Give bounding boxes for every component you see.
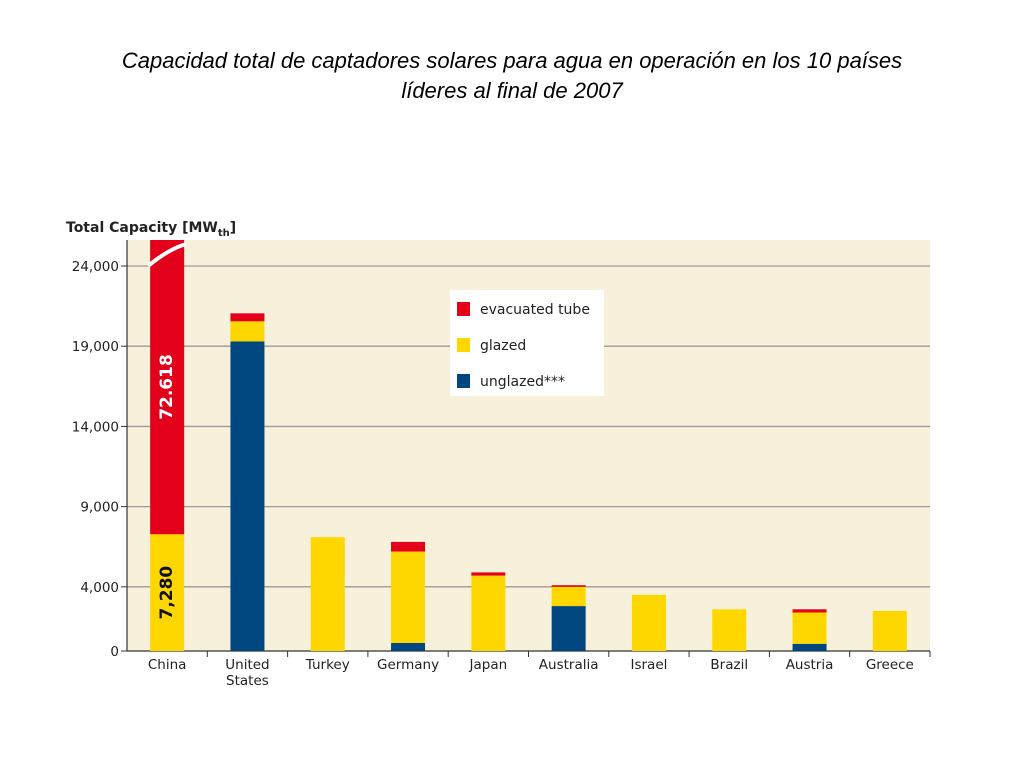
x-tick-label: China: [148, 657, 187, 673]
x-tick-label: Greece: [866, 657, 914, 673]
axis-break-mark: [146, 242, 187, 268]
x-tick-label: Israel: [630, 657, 667, 673]
bar-segment-unglazed-germany: [391, 642, 426, 651]
y-tick-label: 0: [110, 644, 119, 660]
slide-title: Capacidad total de captadores solares pa…: [62, 46, 962, 106]
bar-segment-unglazed-united-states: [230, 341, 265, 651]
bar-segment-unglazed-australia: [551, 606, 586, 651]
bar-segment-evacuated-tube-united-states: [230, 313, 265, 322]
x-tick-label: Germany: [377, 657, 439, 673]
bar-segment-unglazed-austria: [792, 643, 827, 651]
bar-segment-evacuated-tube-austria: [792, 609, 827, 613]
bar-segment-glazed-united-states: [230, 321, 265, 342]
y-axis-title: Total Capacity [MWth]: [66, 220, 236, 239]
bar-segment-glazed-brazil: [712, 609, 747, 651]
legend-label-glazed: glazed: [480, 338, 526, 354]
bar-segment-glazed-turkey: [310, 537, 345, 651]
bar-segment-glazed-greece: [872, 610, 907, 651]
bar-segment-glazed-australia: [551, 586, 586, 607]
data-label-glazed: 7,280: [157, 566, 177, 620]
bar-segment-evacuated-tube-japan: [471, 572, 506, 576]
x-tick-label: Turkey: [305, 657, 350, 673]
legend-box: [450, 290, 604, 396]
bar-segment-glazed-japan: [471, 575, 506, 651]
bar-segment-evacuated-tube-china: [150, 240, 185, 535]
y-tick-label: 19,000: [72, 339, 119, 355]
data-label-evacuated-tube: 72.618: [157, 354, 177, 420]
y-axis-title-subscript: th: [218, 228, 230, 239]
legend-swatch-evacuated-tube: [457, 302, 470, 316]
slide-title-line-1: Capacidad total de captadores solares pa…: [121, 48, 903, 73]
legend-label-unglazed: unglazed***: [480, 374, 565, 390]
x-tick-label: Japan: [469, 657, 508, 673]
bar-segment-glazed-china: [150, 534, 185, 651]
bar-segment-evacuated-tube-australia: [551, 585, 586, 587]
y-axis-title-main: Total Capacity [MW: [66, 220, 218, 236]
legend-label-evacuated-tube: evacuated tube: [480, 302, 590, 318]
y-tick-label: 9,000: [80, 500, 119, 516]
slide-title-line-2: líderes al final de 2007: [401, 78, 623, 103]
y-axis-title-close: ]: [230, 220, 236, 236]
y-tick-label: 14,000: [72, 419, 119, 435]
x-tick-label: Australia: [539, 657, 599, 673]
y-tick-label: 24,000: [72, 259, 119, 275]
bar-segment-glazed-germany: [391, 551, 426, 643]
x-tick-label: United States: [225, 657, 269, 689]
legend-swatch-glazed: [457, 338, 470, 352]
bar-segment-evacuated-tube-germany: [391, 541, 426, 552]
bar-segment-glazed-austria: [792, 612, 827, 644]
bar-segment-glazed-israel: [631, 594, 666, 651]
x-tick-label: Brazil: [710, 657, 748, 673]
legend-swatch-unglazed: [457, 374, 470, 388]
y-tick-label: 4,000: [80, 580, 119, 596]
x-tick-label: Austria: [786, 657, 834, 673]
